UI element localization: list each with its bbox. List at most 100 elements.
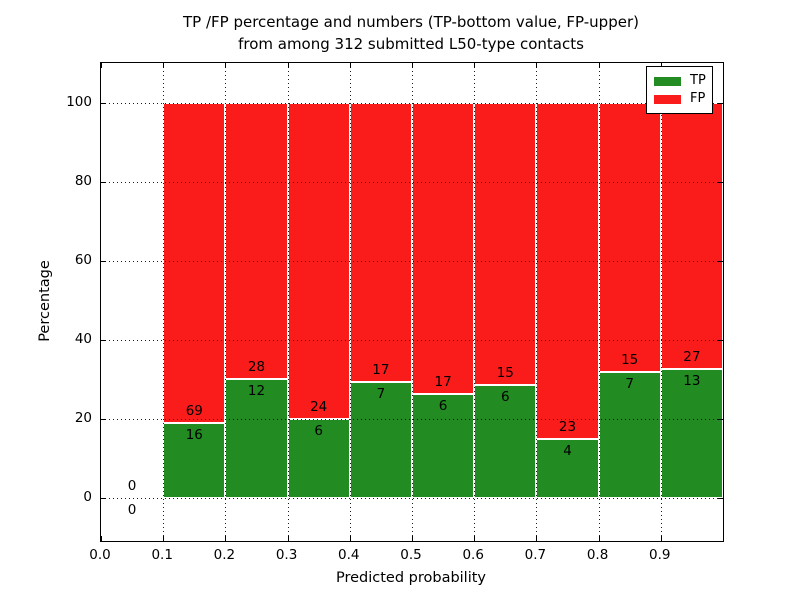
tp-swatch-icon bbox=[654, 76, 681, 86]
y-tick-right bbox=[718, 497, 723, 499]
bar-label-fp: 23 bbox=[558, 419, 577, 436]
bar-label-tp: 4 bbox=[563, 443, 572, 460]
x-tick-bottom bbox=[163, 536, 165, 541]
gridline-x bbox=[660, 63, 662, 541]
gridline-x bbox=[287, 63, 289, 541]
x-tick-top bbox=[287, 63, 289, 68]
gridline-x bbox=[225, 63, 227, 541]
gridline-x bbox=[349, 63, 351, 541]
y-tick-label: 40 bbox=[74, 330, 92, 347]
y-tick-label: 100 bbox=[66, 93, 92, 110]
legend-label: FP bbox=[690, 91, 706, 106]
x-tick-top bbox=[412, 63, 413, 68]
bar-label-fp: 0 bbox=[127, 477, 137, 494]
fp-swatch-icon bbox=[654, 94, 681, 104]
y-tick-left bbox=[101, 181, 106, 183]
bar-label-tp: 7 bbox=[376, 386, 386, 403]
x-tick-label: 0.5 bbox=[400, 547, 422, 563]
y-tick-label: 20 bbox=[74, 409, 92, 426]
x-tick-bottom bbox=[412, 536, 413, 541]
bar-segment-fp bbox=[474, 102, 537, 385]
x-tick-bottom bbox=[598, 536, 600, 541]
bar-label-tp: 0 bbox=[127, 501, 137, 518]
bar-label-fp: 17 bbox=[434, 374, 452, 391]
x-tick-bottom bbox=[225, 536, 227, 541]
bar-label-tp: 6 bbox=[438, 398, 448, 415]
x-tick-bottom bbox=[101, 536, 102, 541]
y-tick-right bbox=[718, 102, 723, 104]
x-tick-top bbox=[225, 63, 227, 68]
x-tick-top bbox=[349, 63, 351, 68]
x-tick-bottom bbox=[349, 536, 351, 541]
chart-title-line1: TP /FP percentage and numbers (TP-bottom… bbox=[183, 13, 639, 31]
x-tick-label: 0.4 bbox=[338, 547, 360, 563]
x-tick-top bbox=[598, 63, 600, 68]
bar-label-tp: 13 bbox=[683, 373, 701, 390]
legend: TP FP bbox=[646, 66, 713, 114]
bar-segment-fp bbox=[163, 102, 226, 424]
y-tick-right bbox=[718, 181, 723, 183]
bar-label-fp: 69 bbox=[185, 403, 203, 420]
bar-segment-fp bbox=[598, 102, 661, 372]
bar-segment-tp bbox=[474, 384, 537, 498]
y-tick-right bbox=[718, 260, 723, 262]
bar-label-tp: 12 bbox=[247, 383, 266, 400]
x-tick-top bbox=[101, 63, 102, 68]
y-tick-left bbox=[101, 497, 106, 499]
bar-segment-fp bbox=[660, 102, 723, 370]
x-axis-label: Predicted probability bbox=[335, 570, 487, 586]
x-tick-label: 0.7 bbox=[524, 547, 547, 563]
x-tick-label: 0.9 bbox=[649, 547, 671, 563]
gridline-x bbox=[598, 63, 600, 541]
y-tick-label: 80 bbox=[74, 172, 92, 189]
x-tick-label: 0.2 bbox=[213, 547, 236, 563]
gridline-x bbox=[412, 63, 413, 541]
y-tick-left bbox=[101, 339, 106, 341]
bar-label-fp: 28 bbox=[247, 359, 266, 376]
y-tick-left bbox=[101, 418, 106, 420]
x-tick-bottom bbox=[536, 536, 538, 541]
gridline-x bbox=[474, 63, 476, 541]
bar-label-tp: 6 bbox=[501, 388, 510, 405]
x-tick-top bbox=[163, 63, 165, 68]
plot-area: 0 0 69 16 28 12 24 6 17 7 17 6 15 6 23 4 15 7 27 13 bbox=[100, 62, 724, 542]
y-tick-left bbox=[101, 102, 106, 104]
chart-title-line2: from among 312 submitted L50-type contac… bbox=[238, 35, 584, 53]
y-tick-left bbox=[101, 260, 106, 262]
gridline-x bbox=[163, 63, 165, 541]
x-tick-label: 0.0 bbox=[89, 547, 111, 563]
y-tick-label: 0 bbox=[83, 488, 92, 505]
gridline-x bbox=[536, 63, 538, 541]
x-tick-top bbox=[474, 63, 476, 68]
bar-label-fp: 15 bbox=[621, 351, 639, 368]
bar-segment-fp bbox=[225, 102, 288, 380]
x-tick-bottom bbox=[660, 536, 662, 541]
bar-label-tp: 16 bbox=[185, 427, 203, 444]
bar-segment-tp bbox=[225, 379, 288, 498]
bar-label-fp: 17 bbox=[372, 362, 390, 379]
legend-item: FP bbox=[654, 90, 706, 108]
bar-segment-tp bbox=[598, 371, 661, 498]
x-tick-label: 0.6 bbox=[462, 547, 484, 563]
x-tick-label: 0.8 bbox=[586, 547, 609, 563]
x-tick-top bbox=[660, 63, 662, 68]
bar-label-tp: 6 bbox=[314, 422, 323, 439]
x-tick-top bbox=[536, 63, 538, 68]
bar-label-fp: 15 bbox=[496, 364, 514, 381]
bar-segment-fp bbox=[349, 102, 412, 383]
bar-label-fp: 27 bbox=[683, 349, 701, 366]
bar-label-fp: 24 bbox=[310, 398, 328, 415]
y-tick-right bbox=[718, 339, 723, 341]
y-tick-label: 60 bbox=[74, 251, 92, 268]
bar-segment-tp bbox=[660, 369, 723, 498]
bar-label-tp: 7 bbox=[625, 375, 634, 392]
x-tick-bottom bbox=[474, 536, 476, 541]
x-tick-bottom bbox=[287, 536, 289, 541]
bar-segment-fp bbox=[536, 102, 599, 440]
x-tick-label: 0.1 bbox=[151, 547, 173, 563]
legend-label: TP bbox=[690, 73, 706, 88]
bar-segment-fp bbox=[412, 102, 475, 395]
x-tick-label: 0.3 bbox=[275, 547, 298, 563]
y-tick-right bbox=[718, 418, 723, 420]
